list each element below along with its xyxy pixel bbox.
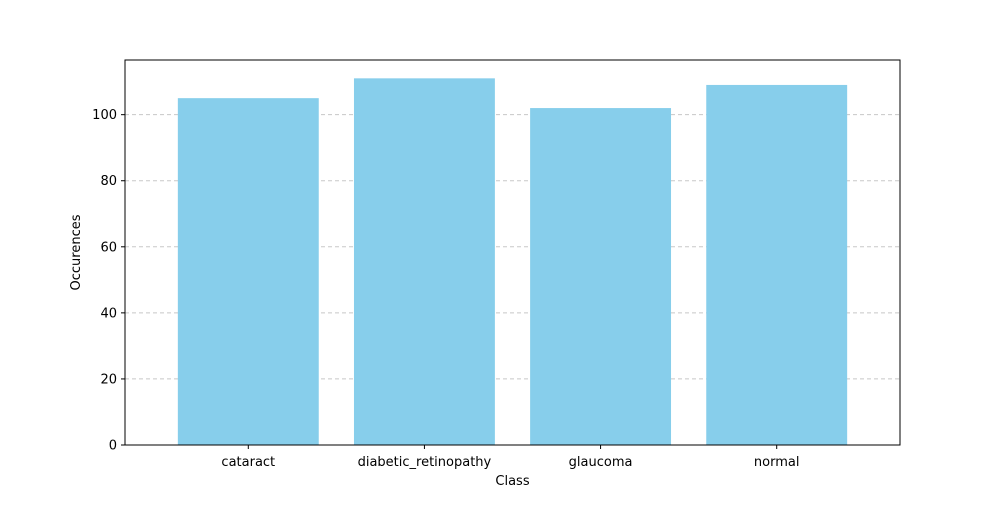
plot-frame [124,59,901,446]
x-tick-label: glaucoma [569,455,633,470]
x-tick-label: diabetic_retinopathy [358,455,492,470]
y-tick-label: 20 [100,372,117,387]
y-tick-label: 60 [100,240,117,255]
bars [177,78,848,446]
y-tick-label: 40 [100,306,117,321]
y-tick-label: 80 [100,174,117,189]
y-tick-label: 100 [92,108,117,123]
y-tick-label: 0 [109,439,117,454]
x-tick-label: cataract [221,455,275,470]
x-axis-ticks: cataract diabetic_retinopathy glaucoma norm… [221,445,799,470]
bar-glaucoma [530,108,672,446]
x-axis-title: Class [495,474,529,489]
bar-cataract [177,98,319,446]
bar-normal [706,84,848,445]
y-axis-ticks: 0 20 40 60 80 100 [92,108,125,454]
bar-diabetic-retinopathy [353,78,495,445]
x-tick-label: normal [754,455,800,470]
y-axis-title: Occurences [69,214,84,290]
